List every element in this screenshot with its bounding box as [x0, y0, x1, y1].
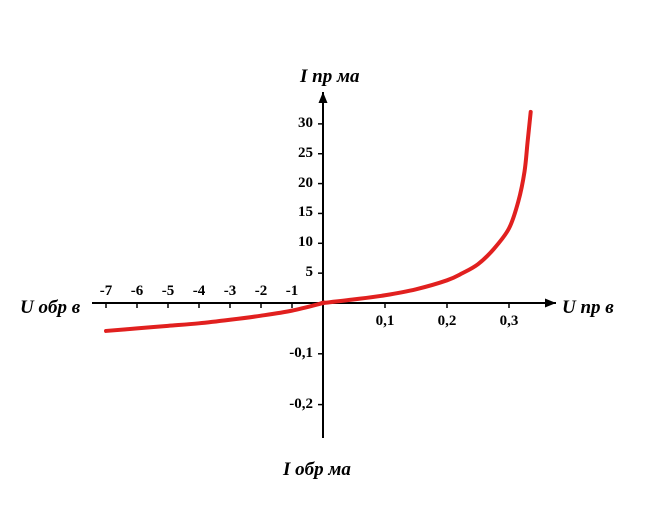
- tick-label: 15: [298, 204, 313, 221]
- tick-label: 25: [298, 145, 313, 162]
- tick-label: -0,2: [289, 396, 313, 413]
- chart-stage: I пр ма I обр ма U обр в U пр в -7 -6 -5 -4…: [0, 0, 661, 529]
- tick-label: 10: [298, 234, 313, 251]
- tick-label: -7: [100, 283, 113, 300]
- tick-label: 0,3: [500, 313, 519, 330]
- tick-label: -5: [162, 283, 175, 300]
- axis-label-u-reverse: U обр в: [20, 297, 80, 319]
- axis-label-i-forward: I пр ма: [300, 66, 359, 88]
- tick-label: -0,1: [289, 345, 313, 362]
- axis-label-u-forward: U пр в: [562, 297, 614, 319]
- tick-label: 0,1: [376, 313, 395, 330]
- tick-label: -6: [131, 283, 144, 300]
- tick-label: -2: [255, 283, 268, 300]
- tick-label: -1: [286, 283, 299, 300]
- tick-label: -4: [193, 283, 206, 300]
- axis-label-i-reverse: I обр ма: [283, 459, 351, 481]
- tick-label: -3: [224, 283, 237, 300]
- tick-label: 30: [298, 115, 313, 132]
- tick-label: 0,2: [438, 313, 457, 330]
- tick-label: 20: [298, 175, 313, 192]
- tick-label: 5: [306, 264, 314, 281]
